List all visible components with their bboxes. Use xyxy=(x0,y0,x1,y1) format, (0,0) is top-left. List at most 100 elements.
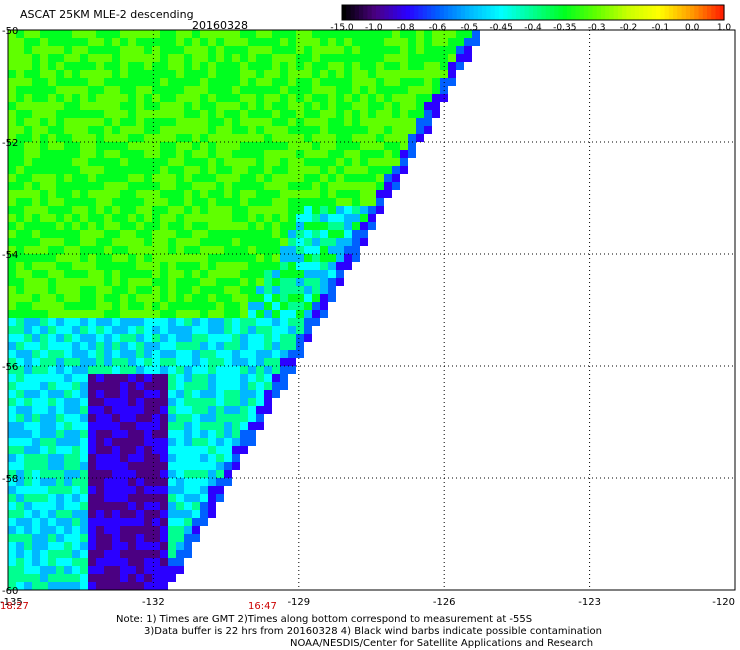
colorbar-segment xyxy=(482,5,487,20)
colorbar-tick-label: -0.3 xyxy=(588,23,606,33)
colorbar-segment xyxy=(613,5,619,20)
colorbar-segment xyxy=(715,5,721,20)
colorbar-segment xyxy=(609,5,615,20)
colorbar-segment xyxy=(397,5,403,20)
lon-label: -123 xyxy=(578,597,601,608)
lon-label: -120 xyxy=(712,597,735,608)
colorbar-tick-label: -0.2 xyxy=(620,23,638,33)
colorbar-segment xyxy=(656,5,661,20)
map-title: ASCAT 25KM MLE-2 descending xyxy=(20,8,194,21)
colorbar-segment xyxy=(460,5,466,20)
colorbar-segment xyxy=(520,5,526,20)
colorbar-segment xyxy=(668,5,674,20)
colorbar-segment xyxy=(533,5,538,20)
colorbar-segment xyxy=(516,5,521,20)
colorbar-segment xyxy=(639,5,644,20)
colorbar-segment xyxy=(626,5,632,20)
colorbar-segment xyxy=(698,5,704,20)
colorbar-segment xyxy=(473,5,479,20)
colorbar-segment xyxy=(643,5,649,20)
axis-labels: -50 -52 -54 -56 -58 -60-135 -132 -129 -126 -123 -1… xyxy=(0,26,735,612)
colorbar-segment xyxy=(503,5,509,20)
colorbar-segment xyxy=(443,5,449,20)
time-label: 18:27 xyxy=(0,601,29,612)
lat-label: -52 xyxy=(2,138,18,149)
colorbar-tick-label: 0.0 xyxy=(685,23,700,33)
lat-label: -56 xyxy=(2,362,18,373)
colorbar-segment xyxy=(622,5,627,20)
note-line-1: Note: 1) Times are GMT 2)Times along bot… xyxy=(116,614,533,625)
colorbar-segment xyxy=(528,5,534,20)
colorbar-segment xyxy=(524,5,530,20)
colorbar-segment xyxy=(388,5,394,20)
lon-label: -126 xyxy=(433,597,456,608)
colorbar-segment xyxy=(494,5,500,20)
colorbar-segment xyxy=(350,5,356,20)
colorbar-segment xyxy=(558,5,564,20)
colorbar-segment xyxy=(707,5,712,20)
colorbar-segment xyxy=(431,5,436,20)
colorbar-segment xyxy=(549,5,555,20)
note-line-3: NOAA/NESDIS/Center for Satellite Applica… xyxy=(290,638,594,649)
colorbar-segment xyxy=(499,5,504,20)
time-label: 16:47 xyxy=(248,601,277,612)
colorbar-segment xyxy=(371,5,377,20)
colorbar-tick-label: -0.45 xyxy=(490,23,513,33)
lat-label: -54 xyxy=(2,250,18,261)
colorbar-segment xyxy=(380,5,386,20)
colorbar-segment xyxy=(647,5,653,20)
colorbar-segment xyxy=(384,5,390,20)
colorbar-segment xyxy=(439,5,445,20)
colorbar-segment xyxy=(507,5,513,20)
note-line-2: 3)Data buffer is 22 hrs from 20160328 4)… xyxy=(144,626,602,637)
colorbar-segment xyxy=(342,5,347,20)
lon-label: -135 xyxy=(0,597,23,608)
colorbar-segment xyxy=(409,5,415,20)
colorbar-segment xyxy=(588,5,594,20)
colorbar-segment xyxy=(490,5,496,20)
colorbar-segment xyxy=(579,5,585,20)
lat-label: -50 xyxy=(2,26,18,37)
colorbar-segment xyxy=(435,5,441,20)
colorbar-tick-label: -0.8 xyxy=(397,23,415,33)
colorbar-tick-label: -0.6 xyxy=(429,23,447,33)
colorbar-segment xyxy=(375,5,381,20)
colorbar-segment xyxy=(630,5,636,20)
colorbar-segment xyxy=(685,5,691,20)
colorbar-segment xyxy=(367,5,373,20)
colorbar-segment xyxy=(422,5,428,20)
colorbar-segment xyxy=(414,5,419,20)
colorbar-tick-label: -0.4 xyxy=(524,23,542,33)
colorbar-tick-label: -0.5 xyxy=(461,23,479,33)
map-date: 20160328 xyxy=(192,19,248,32)
colorbar-segment xyxy=(452,5,458,20)
map-frame xyxy=(7,29,736,591)
colorbar-segment xyxy=(401,5,407,20)
colorbar-segment xyxy=(545,5,551,20)
colorbar-segment xyxy=(664,5,670,20)
colorbar-segment xyxy=(681,5,687,20)
colorbar-segment xyxy=(405,5,411,20)
lon-label: -132 xyxy=(142,597,165,608)
colorbar-segment xyxy=(562,5,568,20)
colorbar-segment xyxy=(554,5,560,20)
colorbar-segment xyxy=(448,5,453,20)
lat-label: -58 xyxy=(2,474,18,485)
lat-label: -60 xyxy=(2,586,18,597)
colorbar-segment xyxy=(418,5,424,20)
colorbar-segment xyxy=(592,5,598,20)
colorbar-segment xyxy=(634,5,640,20)
colorbar-segment xyxy=(651,5,657,20)
lon-label: -129 xyxy=(287,597,310,608)
colorbar-frame xyxy=(341,4,725,21)
colorbar-segment xyxy=(537,5,543,20)
colorbar-segment xyxy=(456,5,462,20)
colorbar-segment xyxy=(605,5,610,20)
colorbar-segment xyxy=(596,5,602,20)
colorbar-segment xyxy=(486,5,492,20)
colorbar-segment xyxy=(575,5,581,20)
colorbar-tick-label: -1.0 xyxy=(365,23,383,33)
colorbar-segment xyxy=(583,5,589,20)
colorbar-segment xyxy=(673,5,678,20)
